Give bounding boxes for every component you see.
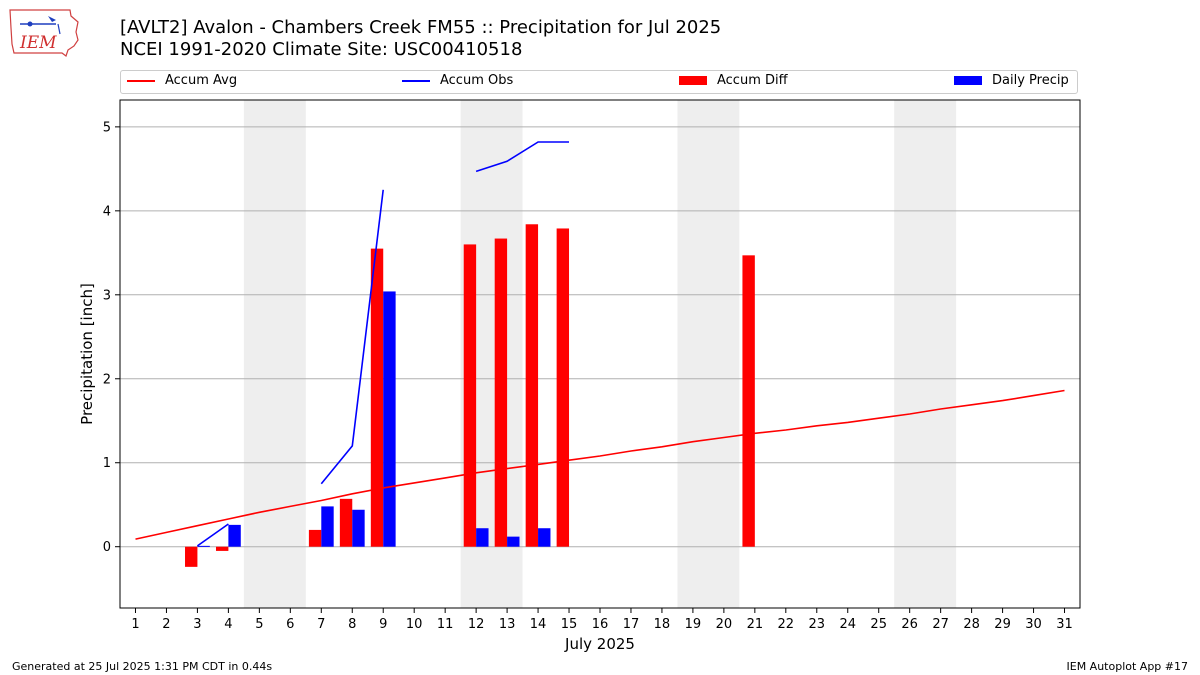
x-tick-label: 7 xyxy=(317,617,325,632)
x-tick-label: 2 xyxy=(162,617,170,632)
x-tick-label: 4 xyxy=(224,617,232,632)
x-tick-label: 15 xyxy=(561,617,578,632)
x-tick-label: 1 xyxy=(131,617,139,632)
plot-frame xyxy=(119,99,1081,609)
chart-legend: Accum Avg Accum Obs Accum Diff Daily Pre… xyxy=(120,70,1078,94)
x-tick-label: 11 xyxy=(437,617,454,632)
x-tick-label: 28 xyxy=(963,617,980,632)
legend-label: Daily Precip xyxy=(992,73,1069,88)
x-tick-label: 22 xyxy=(778,617,795,632)
x-tick-label: 17 xyxy=(623,617,640,632)
x-tick-label: 19 xyxy=(685,617,702,632)
x-tick-label: 3 xyxy=(193,617,201,632)
chart-subtitle: NCEI 1991-2020 Climate Site: USC00410518 xyxy=(120,39,523,60)
x-tick-label: 30 xyxy=(1025,617,1042,632)
daily-precip-bar xyxy=(383,291,396,547)
legend-item-accum-avg: Accum Avg xyxy=(127,73,237,93)
y-tick-label: 3 xyxy=(103,288,111,303)
x-tick-label: 6 xyxy=(286,617,294,632)
generated-timestamp: Generated at 25 Jul 2025 1:31 PM CDT in … xyxy=(12,660,273,673)
x-tick-label: 26 xyxy=(901,617,918,632)
x-tick-label: 14 xyxy=(530,617,547,632)
legend-swatch xyxy=(402,79,430,82)
accum-obs-line xyxy=(196,523,229,547)
accum-diff-bar xyxy=(308,529,322,547)
x-tick-label: 13 xyxy=(499,617,516,632)
accum-obs-line xyxy=(320,189,384,485)
weekend-band xyxy=(677,100,740,608)
logo-text: IEM xyxy=(19,33,57,53)
iowa-outline-icon xyxy=(9,9,79,57)
x-tick-label: 20 xyxy=(716,617,733,632)
legend-item-accum-obs: Accum Obs xyxy=(402,73,513,93)
daily-precip-bar xyxy=(228,524,241,547)
legend-swatch xyxy=(954,76,982,85)
weekend-band xyxy=(460,100,523,608)
x-tick-label: 10 xyxy=(406,617,423,632)
y-tick-label: 4 xyxy=(103,204,111,219)
accum-diff-bar xyxy=(185,546,198,567)
x-tick-label: 9 xyxy=(379,617,387,632)
legend-swatch xyxy=(679,76,707,85)
legend-label: Accum Diff xyxy=(717,73,788,88)
daily-precip-bar xyxy=(507,536,520,547)
accum-diff-bar xyxy=(339,498,353,547)
x-tick-label: 8 xyxy=(348,617,356,632)
weekend-band xyxy=(894,100,957,608)
y-tick-label: 1 xyxy=(103,456,111,471)
y-tick-label: 2 xyxy=(103,372,111,387)
accum-diff-bar xyxy=(494,238,508,547)
x-tick-label: 29 xyxy=(994,617,1011,632)
iem-logo: IEM xyxy=(9,9,79,57)
y-tick-label: 0 xyxy=(103,540,111,555)
legend-swatch xyxy=(127,79,155,82)
y-axis-label: Precipitation [inch] xyxy=(78,283,96,425)
accum-avg-line xyxy=(135,389,1065,540)
x-tick-label: 12 xyxy=(468,617,485,632)
accum-diff-bar xyxy=(525,224,539,547)
daily-precip-bar xyxy=(197,545,210,547)
x-tick-label: 18 xyxy=(654,617,671,632)
accum-diff-bar xyxy=(215,546,229,551)
x-axis-label: July 2025 xyxy=(564,635,635,653)
x-tick-label: 25 xyxy=(870,617,887,632)
legend-label: Accum Obs xyxy=(440,73,514,88)
legend-label: Accum Avg xyxy=(165,73,238,88)
y-tick-label: 5 xyxy=(103,120,111,135)
autoplot-credit: IEM Autoplot App #17 xyxy=(1066,660,1189,673)
daily-precip-bar xyxy=(538,528,551,547)
accum-diff-bar xyxy=(370,248,384,547)
weekend-band xyxy=(243,100,306,608)
chart-title: [AVLT2] Avalon - Chambers Creek FM55 :: … xyxy=(120,17,722,38)
legend-item-accum-diff: Accum Diff xyxy=(679,73,788,93)
legend-item-daily-precip: Daily Precip xyxy=(954,73,1069,93)
x-tick-label: 31 xyxy=(1056,617,1073,632)
x-tick-label: 16 xyxy=(592,617,609,632)
daily-precip-bar xyxy=(352,509,365,547)
x-tick-label: 23 xyxy=(809,617,826,632)
accum-obs-line xyxy=(475,141,569,173)
accum-diff-bar xyxy=(742,255,755,547)
x-tick-label: 27 xyxy=(932,617,949,632)
accum-diff-bar xyxy=(463,244,477,547)
daily-precip-bar xyxy=(476,528,489,547)
accum-diff-bar xyxy=(556,228,570,547)
daily-precip-bar xyxy=(321,506,334,547)
x-tick-label: 5 xyxy=(255,617,263,632)
x-tick-label: 21 xyxy=(747,617,764,632)
x-tick-label: 24 xyxy=(839,617,856,632)
